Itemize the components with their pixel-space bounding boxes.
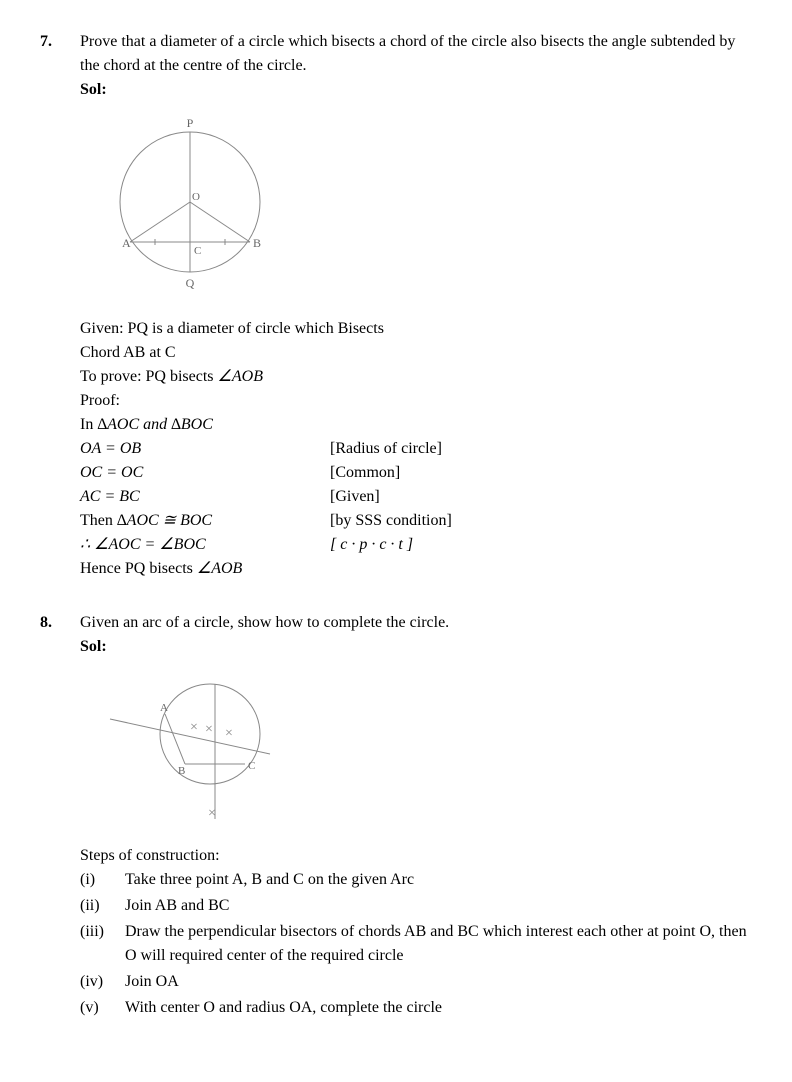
proof-row: OA = OB [Radius of circle] xyxy=(80,437,752,461)
svg-text:A: A xyxy=(160,702,168,714)
question-text: Given an arc of a circle, show how to co… xyxy=(80,611,752,635)
proof-in: In ∆AOC and ∆BOC xyxy=(80,413,752,437)
proof-row: OC = OC [Common] xyxy=(80,461,752,485)
step-row: (iv) Join OA xyxy=(80,970,752,994)
steps-label: Steps of construction: xyxy=(80,844,752,868)
svg-text:×: × xyxy=(225,726,233,741)
svg-text:×: × xyxy=(205,722,213,737)
svg-text:B: B xyxy=(253,236,261,250)
step-row: (ii) Join AB and BC xyxy=(80,894,752,918)
question-number: 7. xyxy=(40,30,80,581)
svg-text:B: B xyxy=(178,765,185,777)
proof-row: ∴ ∠AOC = ∠BOC [ c · p · c · t ] xyxy=(80,533,752,557)
svg-text:Q: Q xyxy=(186,276,195,290)
svg-text:O: O xyxy=(192,191,200,203)
question-text: Prove that a diameter of a circle which … xyxy=(80,30,752,78)
svg-text:C: C xyxy=(194,245,201,257)
given-text-1: Given: PQ is a diameter of circle which … xyxy=(80,317,752,341)
svg-text:×: × xyxy=(190,720,198,735)
proof-row: AC = BC [Given] xyxy=(80,485,752,509)
step-row: (i) Take three point A, B and C on the g… xyxy=(80,868,752,892)
solution-label: Sol: xyxy=(80,635,752,659)
construction-diagram: A B C × × × × xyxy=(100,669,752,829)
given-text-2: Chord AB at C xyxy=(80,341,752,365)
solution-label: Sol: xyxy=(80,78,752,102)
proof-row: Then ∆AOC ≅ BOC [by SSS condition] xyxy=(80,509,752,533)
problem-7: 7. Prove that a diameter of a circle whi… xyxy=(40,30,752,581)
step-row: (v) With center O and radius OA, complet… xyxy=(80,996,752,1020)
svg-text:×: × xyxy=(208,806,216,821)
conclusion: Hence PQ bisects ∠AOB xyxy=(80,557,752,581)
svg-text:P: P xyxy=(187,116,194,130)
problem-8: 8. Given an arc of a circle, show how to… xyxy=(40,611,752,1022)
svg-text:A: A xyxy=(122,236,131,250)
svg-text:C: C xyxy=(248,760,255,772)
proof-label: Proof: xyxy=(80,389,752,413)
question-content: Prove that a diameter of a circle which … xyxy=(80,30,752,581)
step-row: (iii) Draw the perpendicular bisectors o… xyxy=(80,920,752,968)
question-content: Given an arc of a circle, show how to co… xyxy=(80,611,752,1022)
to-prove: To prove: PQ bisects ∠AOB xyxy=(80,365,752,389)
question-number: 8. xyxy=(40,611,80,1022)
circle-diagram: P O A B C Q xyxy=(100,112,752,302)
